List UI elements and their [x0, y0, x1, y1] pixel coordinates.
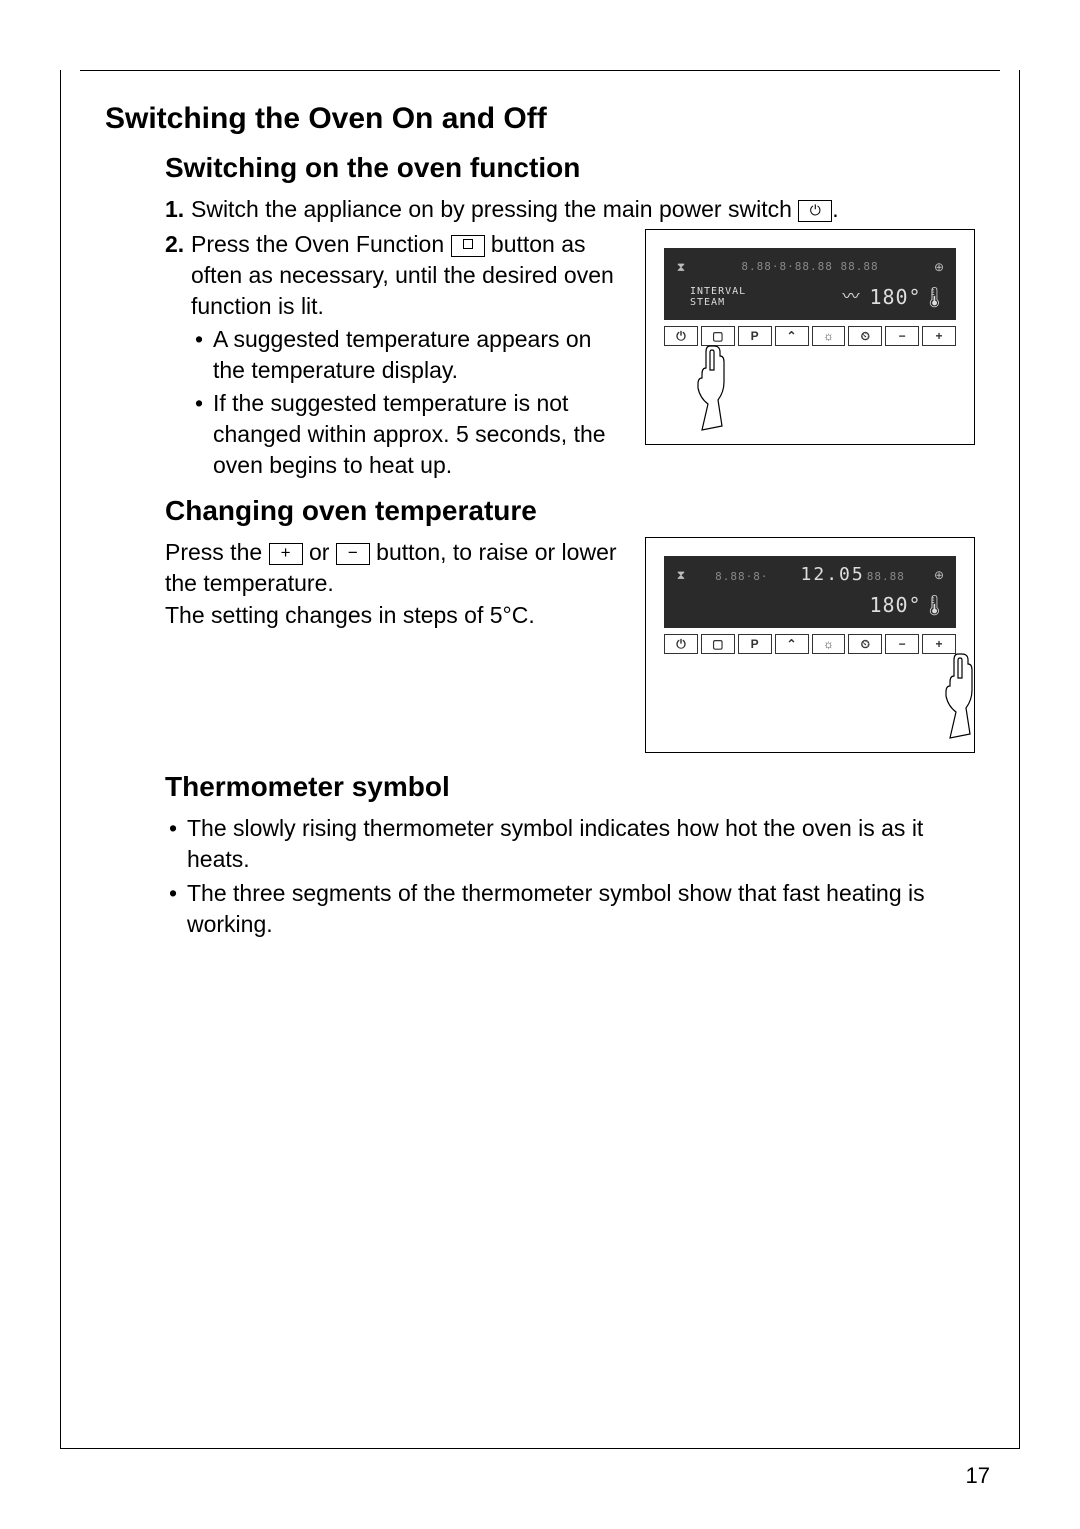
step1-tail: . — [832, 196, 838, 222]
heading-main: Switching the Oven On and Off — [105, 102, 975, 136]
display-ghost-right: 88.88 — [867, 570, 905, 585]
step1-text: Switch the appliance on by pressing the … — [191, 196, 798, 222]
timer-left-icon: ⧗ — [672, 259, 690, 275]
pointing-hand-icon — [940, 650, 980, 740]
step-number: 2. — [165, 229, 191, 483]
timer-left-icon: ⧗ — [672, 567, 690, 583]
display-ghost-left: 8.88·8· — [715, 570, 768, 585]
step-1: 1. Switch the appliance on by pressing t… — [165, 194, 975, 225]
panel-btn-minus: − — [885, 634, 919, 654]
power-icon — [798, 200, 832, 222]
display-temp: 180°🌡 — [869, 592, 948, 619]
pointing-hand-icon — [692, 342, 732, 432]
display-ghost-digits: 8.88·8·88.88 88.88 — [741, 260, 878, 275]
panel-btn-function: ▢ — [701, 634, 735, 654]
change-text-a: Press the — [165, 539, 269, 565]
panel-btn-p: P — [738, 326, 772, 346]
heading-changing-temp: Changing oven temperature — [165, 495, 975, 527]
steam-wave-icon: 〰 — [842, 286, 859, 309]
panel-btn-up: ⌃ — [775, 326, 809, 346]
heading-thermometer: Thermometer symbol — [165, 771, 975, 803]
changing-temp-row: Press the or button, to raise or lower t… — [165, 537, 975, 753]
step-number: 1. — [165, 194, 191, 225]
plus-icon — [269, 543, 303, 565]
thermometer-block: The slowly rising thermometer symbol ind… — [165, 813, 975, 939]
panel-btn-clock: ⏲ — [848, 326, 882, 346]
timer-right-icon: ⊕ — [930, 259, 948, 275]
minus-icon — [336, 543, 370, 565]
panel-btn-plus: + — [922, 326, 956, 346]
change-text-b: or — [309, 539, 336, 565]
heading-switching-on: Switching on the oven function — [165, 152, 975, 184]
panel-btn-clock: ⏲ — [848, 634, 882, 654]
panel-btn-light: ☼ — [812, 326, 846, 346]
step2-text-a: Press the Oven Function — [191, 231, 451, 257]
oven-panel-illustration-2: ⧗ 8.88·8· 12.05 88.88 ⊕ 180°🌡 ⏻ ▢ — [645, 537, 975, 753]
page-frame: Switching the Oven On and Off Switching … — [60, 70, 1020, 1449]
oven-panel-illustration-1: ⧗ 8.88·8·88.88 88.88 ⊕ INTERVALSTEAM 〰 1… — [645, 229, 975, 445]
display-temp: 180°🌡 — [869, 284, 948, 311]
step-2-row: 2. Press the Oven Function button as oft… — [165, 229, 975, 487]
page-number: 17 — [966, 1463, 990, 1489]
display-time: 12.05 — [801, 563, 865, 587]
timer-right-icon: ⊕ — [930, 567, 948, 583]
panel-btn-minus: − — [885, 326, 919, 346]
step2-bullet-2: If the suggested temperature is not chan… — [191, 388, 627, 481]
panel2-button-row: ⏻ ▢ P ⌃ ☼ ⏲ − + — [664, 634, 956, 654]
change-text-d: The setting changes in steps of 5°C. — [165, 600, 627, 631]
panel-btn-light: ☼ — [812, 634, 846, 654]
thermo-bullet-1: The slowly rising thermometer symbol ind… — [165, 813, 975, 875]
panel-btn-up: ⌃ — [775, 634, 809, 654]
panel-btn-power: ⏻ — [664, 634, 698, 654]
oven-function-icon — [451, 235, 485, 257]
thermo-bullet-2: The three segments of the thermometer sy… — [165, 878, 975, 940]
step2-bullet-1: A suggested temperature appears on the t… — [191, 324, 627, 386]
panel-btn-p: P — [738, 634, 772, 654]
interval-steam-label: INTERVALSTEAM — [690, 286, 746, 308]
